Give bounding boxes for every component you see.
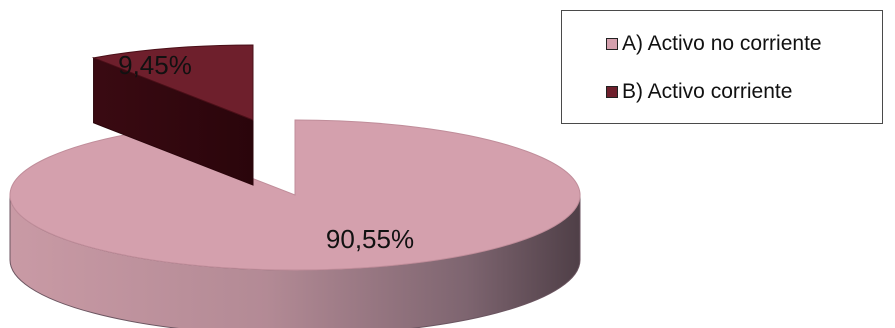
data-label-b: 9,45% [118,50,192,80]
legend-label-a: A) Activo no corriente [622,32,822,55]
legend-swatch-b [606,86,618,98]
legend-label-b: B) Activo corriente [622,80,793,103]
slice-b-top [91,44,254,121]
legend-swatch-a [606,38,618,50]
data-label-a: 90,55% [326,224,414,254]
slice-a-top [9,119,581,271]
legend-item-b: B) Activo corriente [606,77,792,107]
legend: A) Activo no corriente B) Activo corrien… [561,10,883,124]
legend-item-a: A) Activo no corriente [606,29,822,59]
